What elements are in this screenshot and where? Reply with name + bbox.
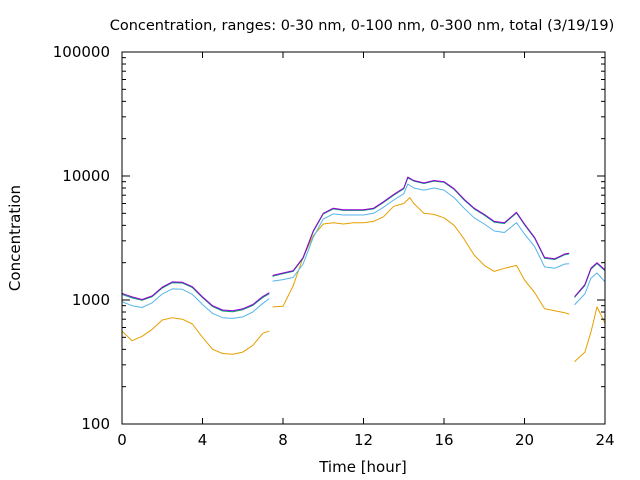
- chart-title: Concentration, ranges: 0-30 nm, 0-100 nm…: [110, 18, 615, 34]
- y-axis: 100 1000 10000 100000: [53, 43, 605, 433]
- y-axis-label: Concentration: [6, 185, 24, 291]
- plot-lines: [121, 176, 606, 362]
- x-tick-label: 16: [434, 431, 453, 449]
- y-tick-label: 1000: [72, 291, 110, 309]
- x-tick-label: 12: [354, 431, 373, 449]
- x-tick-label: 24: [595, 431, 614, 449]
- series-1-line-segment-1: [272, 177, 570, 277]
- x-tick-label: 0: [117, 431, 127, 449]
- x-axis: 0 4 8 12 16 20 24: [117, 52, 615, 449]
- y-tick-label: 10000: [62, 167, 110, 185]
- series-2-line-segment-0: [121, 288, 270, 319]
- x-tick-label: 4: [198, 431, 208, 449]
- y-tick-label: 100: [81, 415, 110, 433]
- series-0-line-segment-0: [121, 281, 270, 312]
- y-tick-label: 100000: [53, 43, 110, 61]
- series-1-line-segment-0: [121, 282, 270, 313]
- x-tick-label: 8: [278, 431, 288, 449]
- series-0-line-segment-1: [272, 176, 570, 276]
- series-2-line-segment-2: [574, 272, 606, 305]
- x-tick-label: 20: [515, 431, 534, 449]
- series-3-line-segment-2: [574, 306, 606, 362]
- plot-frame: [121, 51, 606, 425]
- series-2-line-segment-1: [272, 183, 570, 282]
- series-0-line-segment-2: [574, 262, 606, 297]
- series-3-line-segment-0: [121, 317, 270, 355]
- x-axis-label: Time [hour]: [318, 458, 407, 476]
- series-3-line-segment-1: [272, 197, 570, 315]
